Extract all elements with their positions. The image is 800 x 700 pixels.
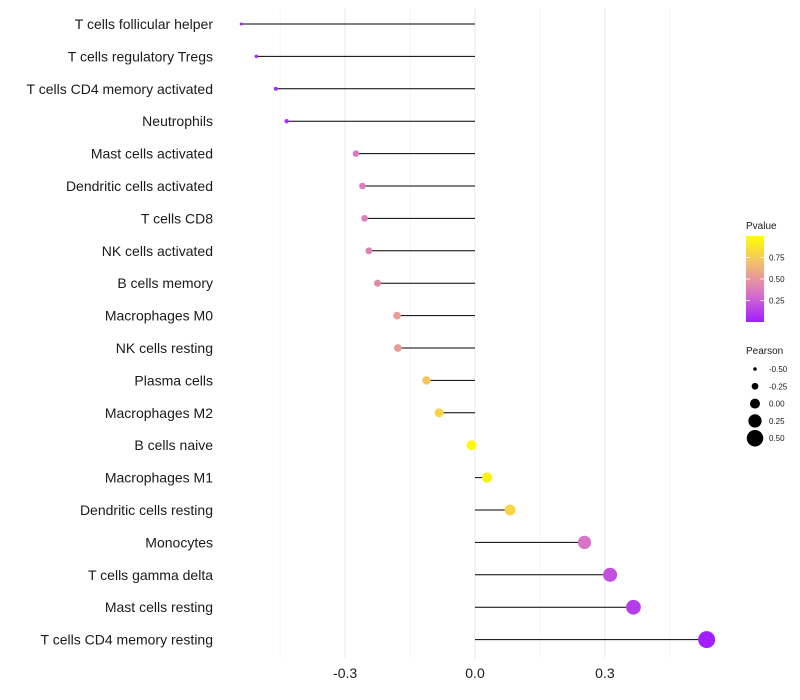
data-point <box>239 22 243 26</box>
data-point <box>374 279 382 287</box>
y-tick-label: NK cells activated <box>102 243 213 259</box>
legend-pearson-title: Pearson <box>746 346 783 357</box>
colorbar-label: 0.75 <box>769 254 785 263</box>
size-key-label: 0.50 <box>769 434 785 443</box>
y-tick-label: Plasma cells <box>134 372 213 388</box>
data-point <box>359 182 366 190</box>
data-point <box>698 631 716 649</box>
grid-lines <box>279 8 671 658</box>
size-key <box>753 367 757 371</box>
y-tick-label: Macrophages M1 <box>105 470 213 486</box>
data-point <box>466 440 477 451</box>
data-point <box>504 504 516 516</box>
data-point <box>577 535 592 550</box>
legend-pvalue: Pvalue 0.75 0.50 0.25 <box>746 221 785 322</box>
data-point <box>394 344 402 352</box>
y-tick-label: Monocytes <box>145 534 213 550</box>
y-tick-label: NK cells resting <box>116 340 213 356</box>
size-key <box>748 414 762 428</box>
data-points <box>239 22 716 649</box>
y-tick-label: T cells CD8 <box>141 210 213 226</box>
y-tick-label: B cells memory <box>117 275 213 291</box>
colorbar-label: 0.50 <box>769 275 785 284</box>
y-tick-label: T cells CD4 memory resting <box>41 632 213 648</box>
data-point <box>273 86 278 91</box>
size-key <box>751 382 759 390</box>
y-tick-label: T cells regulatory Tregs <box>68 48 213 64</box>
y-tick-label: T cells CD4 memory activated <box>27 81 213 97</box>
x-tick-label: 0.0 <box>465 665 485 681</box>
y-tick-label: Macrophages M0 <box>105 308 213 324</box>
size-key <box>746 429 764 447</box>
y-tick-label: T cells gamma delta <box>88 567 213 583</box>
legend-pearson: Pearson -0.50 -0.25 0.00 0.25 0.50 <box>746 346 788 447</box>
data-point <box>626 599 641 615</box>
y-tick-label: Neutrophils <box>142 113 213 129</box>
size-key <box>750 398 760 409</box>
data-point <box>361 215 368 222</box>
x-axis-labels: -0.3 0.0 0.3 <box>333 665 615 681</box>
size-key-label: 0.00 <box>769 400 785 409</box>
y-tick-label: Dendritic cells activated <box>66 178 213 194</box>
data-point <box>434 408 444 418</box>
legend-pvalue-colorbar <box>746 236 764 322</box>
data-point <box>481 472 493 483</box>
y-tick-label: Macrophages M2 <box>105 405 213 421</box>
data-point <box>254 54 259 59</box>
y-tick-label: B cells naive <box>134 437 213 453</box>
data-point <box>422 376 431 385</box>
size-key-label: 0.25 <box>769 417 785 426</box>
x-tick-label: -0.3 <box>333 665 357 681</box>
y-tick-label: Mast cells resting <box>105 599 213 615</box>
data-point <box>284 119 289 124</box>
colorbar-label: 0.25 <box>769 297 785 306</box>
size-key-label: -0.50 <box>769 365 788 374</box>
data-point <box>352 150 360 157</box>
size-key-label: -0.25 <box>769 382 788 391</box>
x-tick-label: 0.3 <box>595 665 615 681</box>
y-axis-labels: T cells follicular helper T cells regulat… <box>27 16 214 648</box>
y-tick-label: Dendritic cells resting <box>80 502 213 518</box>
data-point <box>365 247 373 255</box>
legend-pvalue-title: Pvalue <box>746 221 777 232</box>
data-point <box>603 567 618 582</box>
y-tick-label: Mast cells activated <box>91 146 213 162</box>
stems <box>241 23 707 641</box>
y-tick-label: T cells follicular helper <box>75 16 214 32</box>
data-point <box>393 311 401 320</box>
